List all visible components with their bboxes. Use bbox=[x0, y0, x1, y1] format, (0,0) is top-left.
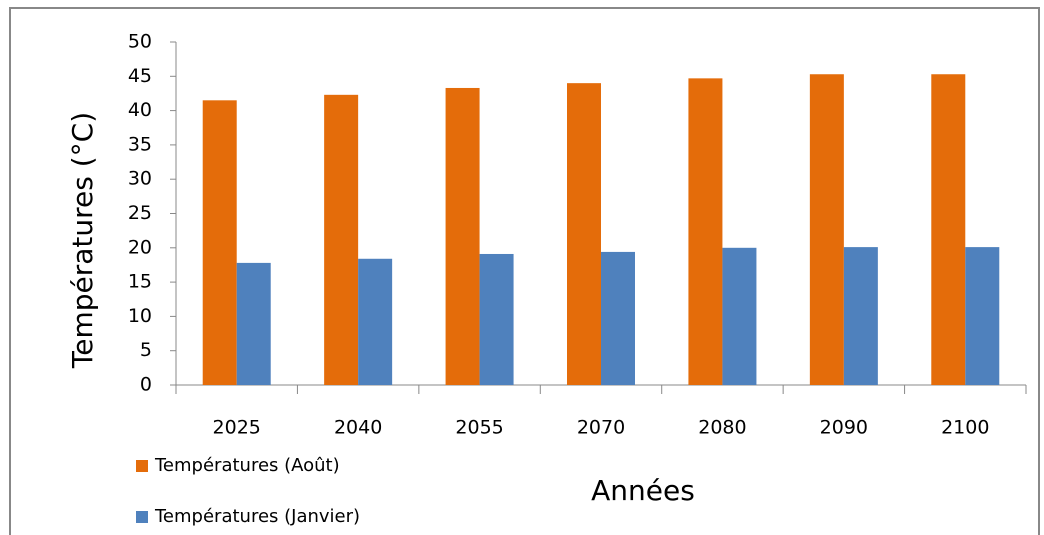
y-tick-label: 0 bbox=[140, 374, 152, 396]
y-tick-label: 20 bbox=[128, 236, 152, 258]
y-tick-label: 40 bbox=[128, 99, 152, 121]
x-tick-label: 2080 bbox=[698, 417, 746, 439]
x-axis-title: Années bbox=[591, 474, 695, 507]
y-axis-title: Températures (°C) bbox=[66, 112, 99, 369]
legend-swatch bbox=[136, 511, 148, 523]
bar bbox=[324, 94, 359, 386]
bar bbox=[722, 247, 757, 385]
bar bbox=[202, 100, 237, 385]
legend-label: Températures (Janvier) bbox=[154, 506, 360, 527]
x-tick-label: 2025 bbox=[213, 417, 261, 439]
x-tick-label: 2100 bbox=[941, 417, 989, 439]
legend-label: Températures (Août) bbox=[154, 455, 340, 476]
y-tick-label: 35 bbox=[128, 133, 152, 155]
y-tick-label: 45 bbox=[128, 65, 152, 87]
x-tick-label: 2055 bbox=[455, 417, 503, 439]
y-tick-label: 15 bbox=[128, 271, 152, 293]
bar bbox=[445, 87, 480, 385]
chart-border bbox=[9, 7, 1040, 535]
y-tick-label: 25 bbox=[128, 202, 152, 224]
y-tick-label: 30 bbox=[128, 168, 152, 190]
y-tick-label: 5 bbox=[140, 339, 152, 361]
bar bbox=[236, 262, 271, 385]
x-tick-label: 2090 bbox=[820, 417, 868, 439]
bar bbox=[479, 253, 514, 385]
bar bbox=[965, 247, 1000, 385]
y-tick-label: 10 bbox=[128, 305, 152, 327]
x-tick-label: 2040 bbox=[334, 417, 382, 439]
bar bbox=[688, 78, 723, 385]
bar bbox=[358, 258, 393, 385]
legend-swatch bbox=[136, 460, 148, 472]
bar bbox=[843, 247, 878, 385]
y-tick-label: 50 bbox=[128, 31, 152, 53]
bar bbox=[601, 251, 635, 385]
bar bbox=[567, 83, 601, 385]
bar bbox=[931, 74, 966, 385]
x-tick-label: 2070 bbox=[577, 417, 625, 439]
bar bbox=[809, 74, 844, 385]
